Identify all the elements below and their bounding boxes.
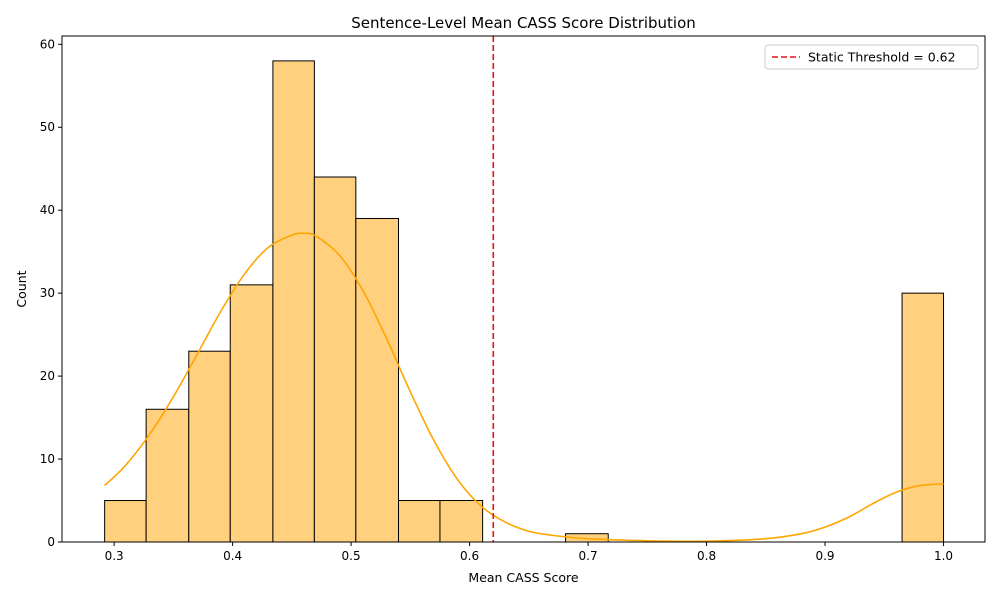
- legend-threshold-label: Static Threshold = 0.62: [808, 50, 956, 65]
- x-tick-label: 0.7: [579, 549, 598, 563]
- histogram-bar: [355, 217, 399, 543]
- histogram-bar: [145, 408, 190, 543]
- x-tick-label: 0.9: [815, 549, 834, 563]
- y-axis-ticks: 0 10 20 30 40 50 60: [40, 37, 62, 549]
- y-tick-label: 50: [40, 120, 55, 134]
- y-tick-label: 60: [40, 37, 55, 51]
- x-tick-label: 0.8: [697, 549, 716, 563]
- x-tick-label: 0.4: [223, 549, 242, 563]
- x-axis-ticks: 0.3 0.4 0.5 0.6 0.7 0.8 0.9 1.0: [105, 542, 953, 563]
- histogram-bars: [104, 60, 945, 543]
- histogram-bar: [397, 500, 441, 543]
- x-tick-label: 1.0: [934, 549, 953, 563]
- histogram-bar: [313, 176, 357, 543]
- x-tick-label: 0.5: [342, 549, 361, 563]
- histogram-bar: [104, 500, 147, 543]
- histogram-bar: [439, 500, 484, 543]
- histogram-bar: [901, 292, 945, 543]
- kde-curve: [104, 232, 944, 543]
- x-axis-label: Mean CASS Score: [468, 570, 578, 585]
- y-tick-label: 10: [40, 452, 55, 466]
- x-tick-label: 0.6: [460, 549, 479, 563]
- y-tick-label: 0: [47, 535, 55, 549]
- chart-title: Sentence-Level Mean CASS Score Distribut…: [351, 14, 696, 32]
- legend-box: [764, 44, 979, 70]
- histogram-bar: [229, 284, 274, 543]
- y-axis-label: Count: [14, 270, 29, 307]
- y-tick-label: 20: [40, 369, 55, 383]
- y-tick-label: 30: [40, 286, 55, 300]
- legend: Static Threshold = 0.62: [764, 44, 979, 70]
- y-tick-label: 40: [40, 203, 55, 217]
- x-tick-label: 0.3: [105, 549, 124, 563]
- histogram-bar: [188, 350, 231, 543]
- histogram-bar: [272, 60, 315, 543]
- plot-frame: [61, 35, 986, 543]
